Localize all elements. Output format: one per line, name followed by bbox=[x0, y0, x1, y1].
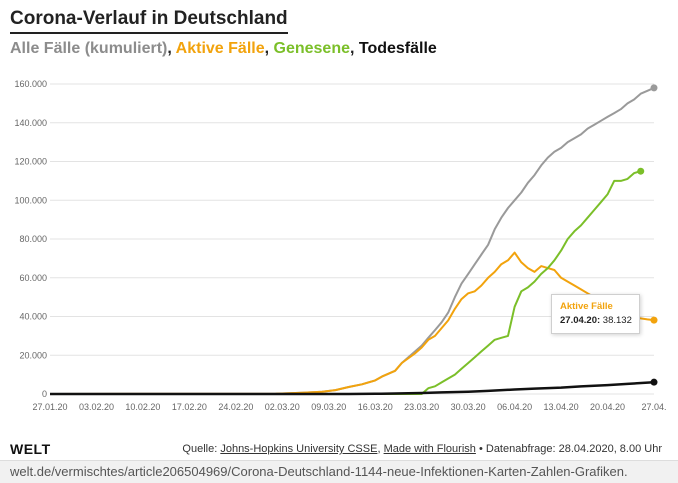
y-tick-label: 20.000 bbox=[19, 350, 47, 360]
source-line: Quelle: Johns-Hopkins University CSSE, M… bbox=[182, 443, 662, 455]
legend-recovered: Genesene bbox=[273, 40, 350, 57]
chart-title: Corona-Verlauf in Deutschland bbox=[10, 8, 288, 34]
end-dot-all-cases bbox=[650, 84, 658, 92]
x-tick-label: 20.04.20 bbox=[590, 402, 625, 412]
x-tick-label: 02.03.20 bbox=[265, 402, 300, 412]
source-suffix: • Datenabfrage: 28.04.2020, 8.00 Uhr bbox=[475, 443, 662, 455]
legend-deaths: Todesfälle bbox=[358, 40, 437, 57]
x-tick-label: 13.04.20 bbox=[544, 402, 579, 412]
line-chart: 0 20.000 40.000 60.000 80.000 100.000 120.000 1… bbox=[14, 79, 666, 412]
legend-separator: , bbox=[167, 40, 176, 57]
y-tick-label: 40.000 bbox=[19, 312, 47, 322]
legend-all-cases: Alle Fälle (kumuliert) bbox=[10, 40, 168, 57]
legend-separator: , bbox=[264, 40, 274, 57]
y-tick-label: 60.000 bbox=[19, 273, 47, 283]
x-tick-label: 23.03.20 bbox=[404, 402, 439, 412]
y-tick-label: 140.000 bbox=[14, 118, 47, 128]
x-tick-label: 16.03.20 bbox=[358, 402, 393, 412]
end-dot-deaths bbox=[650, 378, 658, 386]
y-tick-label: 100.000 bbox=[14, 195, 47, 205]
x-tick-label: 17.02.20 bbox=[172, 402, 207, 412]
source-separator: , bbox=[377, 443, 384, 455]
tooltip-date: 27.04.20: bbox=[560, 315, 601, 326]
x-tick-label: 09.03.20 bbox=[311, 402, 346, 412]
legend-active-cases: Aktive Fälle bbox=[175, 40, 265, 57]
x-tick-label: 30.03.20 bbox=[451, 402, 486, 412]
url-bar[interactable]: welt.de/vermischtes/article206504969/Cor… bbox=[0, 460, 678, 483]
end-dot-active bbox=[650, 316, 658, 324]
y-tick-label: 0 bbox=[42, 389, 47, 399]
legend-separator: , bbox=[349, 40, 359, 57]
series-line-all-cases bbox=[49, 86, 655, 395]
welt-logo[interactable]: WELT bbox=[10, 441, 51, 457]
tooltip-title: Aktive Fälle bbox=[560, 301, 613, 312]
chart-subtitle: Alle Fälle (kumuliert), Aktive Fälle, Ge… bbox=[10, 40, 437, 58]
tooltip-value: 38.132 bbox=[602, 315, 632, 326]
series-line-deaths bbox=[50, 380, 655, 396]
url-text[interactable]: welt.de/vermischtes/article206504969/Cor… bbox=[10, 464, 628, 479]
source-link-flourish[interactable]: Made with Flourish bbox=[383, 443, 476, 455]
y-tick-label: 80.000 bbox=[19, 234, 47, 244]
y-tick-label: 120.000 bbox=[14, 157, 47, 167]
x-tick-label: 24.02.20 bbox=[218, 402, 253, 412]
x-tick-label: 27.01.20 bbox=[32, 402, 67, 412]
x-tick-label: 10.02.20 bbox=[125, 402, 160, 412]
source-prefix: Quelle: bbox=[182, 443, 221, 455]
source-link-jhu[interactable]: Johns-Hopkins University CSSE bbox=[220, 443, 378, 455]
x-tick-label: 27.04. bbox=[641, 402, 666, 412]
y-tick-label: 160.000 bbox=[14, 79, 47, 89]
end-dot-recovered bbox=[637, 167, 645, 175]
x-tick-label: 03.02.20 bbox=[79, 402, 114, 412]
data-tooltip: Aktive Fälle 27.04.20: 38.132 bbox=[551, 294, 640, 334]
x-tick-label: 06.04.20 bbox=[497, 402, 532, 412]
series-line-recovered bbox=[50, 170, 641, 395]
